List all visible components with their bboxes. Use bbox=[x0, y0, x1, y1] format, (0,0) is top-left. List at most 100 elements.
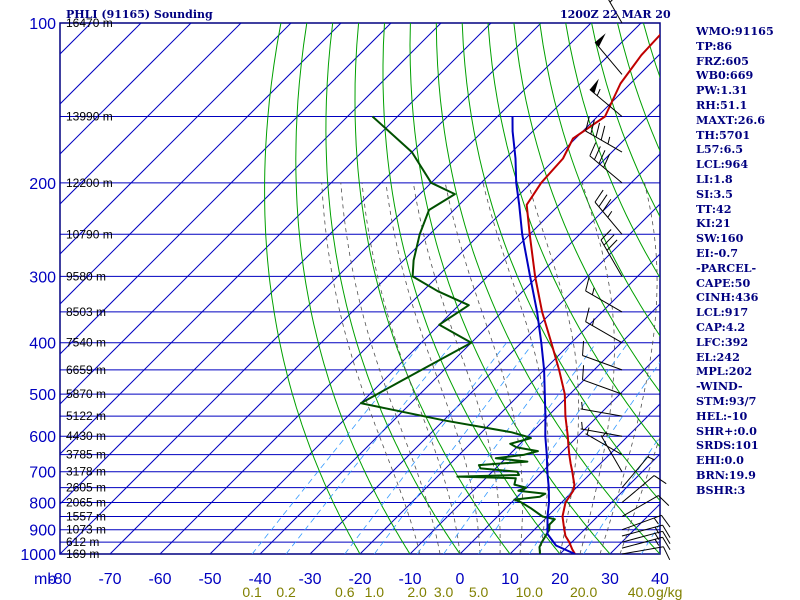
dry-adiabat bbox=[461, 23, 660, 502]
sounding-profiles bbox=[359, 33, 660, 554]
dry-adiabat bbox=[565, 23, 660, 279]
sounding-index: MAXT:26.6 bbox=[696, 112, 766, 127]
mixing-ratio-label: 0.1 bbox=[242, 584, 262, 600]
wind-barb bbox=[621, 495, 670, 517]
mixing-ratio-line bbox=[285, 342, 454, 554]
isotherm bbox=[409, 303, 660, 554]
isotherm bbox=[309, 203, 660, 554]
mixing-ratio-label: 1.0 bbox=[365, 584, 385, 600]
isotherm bbox=[60, 23, 592, 554]
height-label: 5870 m bbox=[66, 387, 106, 401]
sounding-index: TH:5701 bbox=[696, 127, 751, 142]
height-label: 612 m bbox=[66, 535, 99, 549]
dry-adiabat bbox=[487, 23, 660, 448]
wind-barb bbox=[621, 455, 655, 488]
wind-barb bbox=[585, 307, 623, 344]
isotherm bbox=[60, 23, 192, 155]
sounding-index: EHI:0.0 bbox=[696, 453, 744, 468]
isotherm bbox=[359, 253, 660, 554]
height-label: 3178 m bbox=[66, 465, 106, 479]
isotherm bbox=[60, 23, 292, 255]
moist-adiabat bbox=[361, 182, 461, 554]
sounding-index: LCL:964 bbox=[696, 157, 749, 172]
sounding-index: -PARCEL- bbox=[696, 260, 757, 275]
wind-barbs bbox=[580, 0, 671, 561]
sounding-index: LFC:392 bbox=[696, 334, 749, 349]
height-label: 16470 m bbox=[66, 16, 113, 30]
mixing-ratio-label: 5.0 bbox=[469, 584, 489, 600]
sounding-index: EI:-0.7 bbox=[696, 245, 738, 260]
isotherm bbox=[159, 53, 660, 554]
wind-barb bbox=[585, 116, 623, 153]
parcel-profile bbox=[511, 116, 576, 554]
pressure-tick-label: 800 bbox=[29, 496, 56, 513]
sounding-index: WB0:669 bbox=[696, 68, 754, 83]
mixing-ratio-line bbox=[344, 342, 507, 554]
mixing-ratio-line bbox=[251, 342, 423, 554]
sounding-index: PW:1.31 bbox=[696, 83, 748, 98]
height-label: 5122 m bbox=[66, 409, 106, 423]
isotherm bbox=[60, 23, 492, 455]
height-label: 1557 m bbox=[66, 510, 106, 524]
wind-barb bbox=[585, 276, 623, 313]
height-label: 4430 m bbox=[66, 429, 106, 443]
wind-barb bbox=[589, 142, 623, 184]
wind-barb bbox=[608, 0, 623, 24]
sounding-time: 1200Z 22 MAR 20 bbox=[560, 8, 671, 21]
pressure-tick-label: 900 bbox=[29, 523, 56, 540]
sounding-index: SRDS:101 bbox=[696, 438, 759, 453]
temperature-tick-label: 40 bbox=[651, 571, 669, 588]
wind-barb bbox=[594, 189, 623, 235]
mixing-ratio-label: 2.0 bbox=[407, 584, 427, 600]
temperature-profile bbox=[525, 33, 660, 554]
dewpoint-profile bbox=[359, 115, 556, 554]
pressure-tick-label: 200 bbox=[29, 176, 56, 193]
temperature-tick-label: 20 bbox=[551, 571, 569, 588]
sounding-index: SI:3.5 bbox=[696, 186, 733, 201]
sounding-index: TP:86 bbox=[696, 38, 733, 53]
temperature-tick-label: 10 bbox=[501, 571, 519, 588]
height-label: 10790 m bbox=[66, 227, 113, 241]
isotherm bbox=[60, 23, 242, 205]
sounding-index: WMO:91165 bbox=[696, 24, 774, 38]
isotherm bbox=[60, 23, 542, 505]
station-title: PHLI (91165) Sounding bbox=[66, 8, 213, 21]
dry-adiabat bbox=[539, 23, 660, 337]
dry-adiabat bbox=[382, 23, 561, 554]
isotherm bbox=[60, 23, 392, 355]
mixing-ratio-label: 40.0 bbox=[628, 584, 655, 600]
mixing-ratio-label: 3.0 bbox=[434, 584, 454, 600]
wind-barb bbox=[621, 536, 671, 551]
pressure-tick-label: 400 bbox=[29, 336, 56, 353]
sounding-index: BSHR:3 bbox=[696, 482, 746, 497]
pressure-tick-label: 500 bbox=[29, 387, 56, 404]
sounding-indices-panel: WMO:91165 TP:86 FRZ:605 WB0:669 PW:1.31 RH:51… bbox=[696, 24, 774, 498]
sounding-index: CAPE:50 bbox=[696, 275, 751, 290]
sounding-index: L57:6.5 bbox=[696, 142, 744, 157]
isotherm bbox=[60, 23, 442, 405]
sounding-index: SW:160 bbox=[696, 231, 744, 246]
sounding-index: SHR+:0.0 bbox=[696, 423, 757, 438]
isotherm bbox=[509, 403, 660, 554]
isotherm bbox=[109, 23, 642, 554]
dry-adiabat bbox=[325, 23, 461, 554]
isotherm bbox=[60, 23, 342, 305]
moist-adiabat bbox=[599, 182, 658, 554]
mixing-ratio-label: 0.2 bbox=[276, 584, 296, 600]
moist-adiabat bbox=[579, 182, 615, 554]
height-label: 3785 m bbox=[66, 448, 106, 462]
height-label: 12200 m bbox=[66, 176, 113, 190]
sounding-index: CINH:436 bbox=[696, 290, 759, 305]
mixing-ratio-line bbox=[416, 342, 573, 554]
temperature-tick-label: -10 bbox=[398, 571, 421, 588]
wind-barb bbox=[589, 78, 623, 117]
sounding-index: BRN:19.9 bbox=[696, 467, 756, 482]
pressure-tick-label: 100 bbox=[29, 16, 56, 33]
height-label: 169 m bbox=[66, 547, 99, 561]
height-label: 6659 m bbox=[66, 363, 106, 377]
wind-barb bbox=[594, 33, 623, 75]
moist-adiabat bbox=[321, 182, 421, 554]
dry-adiabat bbox=[264, 23, 361, 554]
sounding-index: LI:1.8 bbox=[696, 171, 733, 186]
sounding-index: LCL:917 bbox=[696, 305, 749, 320]
